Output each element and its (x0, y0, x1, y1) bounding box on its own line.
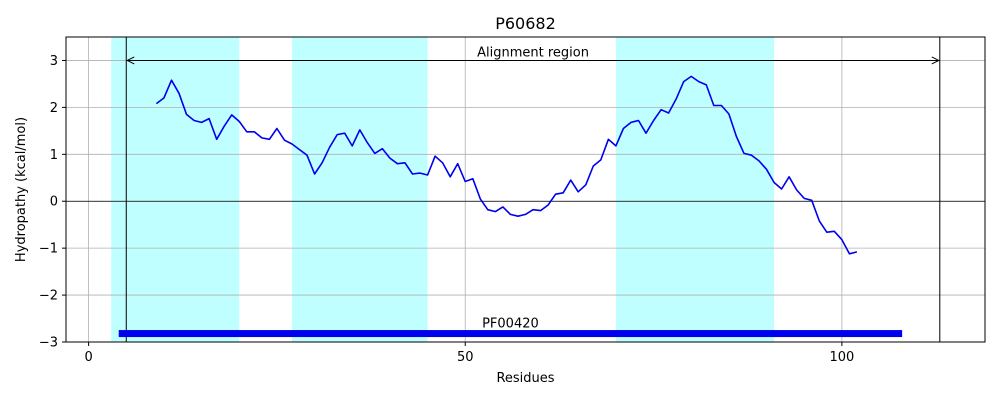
y-axis-label: Hydropathy (kcal/mol) (14, 117, 29, 262)
series-layer (155, 75, 858, 255)
alignment-region-label: Alignment region (477, 45, 589, 60)
y-tick-label: 2 (50, 101, 58, 116)
y-tick-label: 0 (50, 195, 58, 210)
annotations (118, 56, 940, 338)
y-tick-label: −2 (39, 289, 58, 304)
y-tick-label: −3 (39, 336, 58, 351)
alignment-arrowhead-right (931, 56, 940, 65)
y-tick-label: −1 (39, 242, 58, 257)
shaded-region-3 (615, 37, 775, 342)
x-axis-label: Residues (496, 371, 554, 386)
alignment-arrowhead-left (126, 56, 135, 65)
domain-label: PF00420 (482, 317, 539, 332)
x-tick-label: 100 (829, 350, 854, 365)
axis-ticks: 0 50 100 −3 −2 −1 0 1 2 3 (39, 54, 854, 365)
shaded-region-2 (291, 37, 428, 342)
reference-lines (66, 37, 985, 342)
shaded-region-1 (111, 37, 240, 342)
chart-title: P60682 (495, 14, 556, 33)
y-tick-label: 3 (50, 54, 58, 69)
plot-frame (65, 36, 986, 343)
domain-bar (118, 330, 903, 338)
x-tick-label: 50 (457, 350, 474, 365)
x-tick-label: 0 (84, 350, 92, 365)
shaded-regions (111, 37, 775, 342)
y-tick-label: 1 (50, 148, 58, 163)
hydropathy-line (155, 75, 858, 255)
